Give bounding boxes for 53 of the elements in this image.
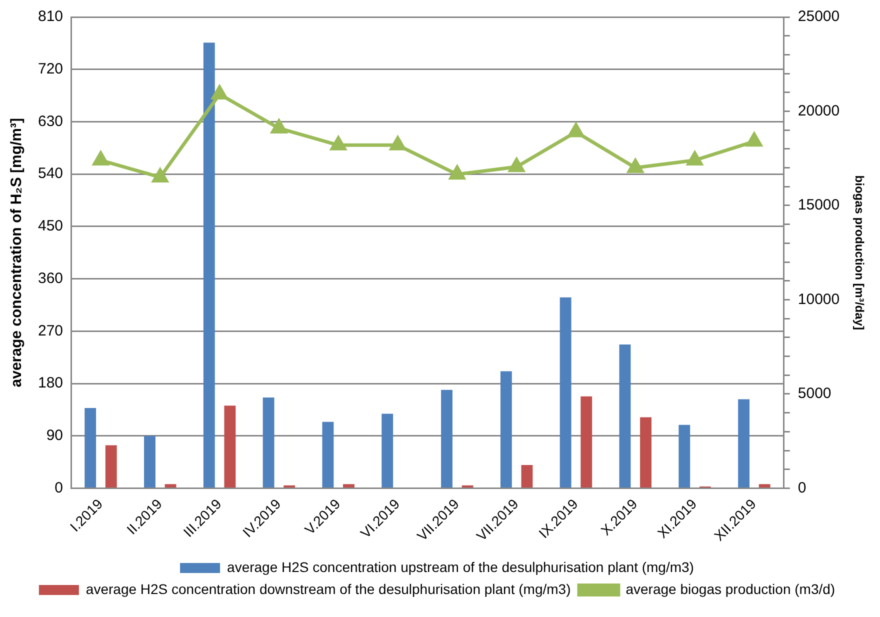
- y-tick-label: 0: [54, 479, 64, 496]
- point: [92, 152, 109, 166]
- y2-tick-label: 25000: [798, 8, 840, 26]
- y2-tick-label: 15000: [798, 196, 840, 214]
- legend-label: average biogas production (m3/d): [626, 580, 836, 597]
- bar: [382, 414, 394, 488]
- point: [212, 86, 228, 100]
- bar: [500, 371, 512, 488]
- point: [152, 168, 168, 182]
- point: [330, 136, 346, 150]
- y-tick-label: 180: [38, 374, 64, 392]
- y-tick-label: 270: [38, 322, 64, 340]
- bar: [105, 445, 117, 488]
- point: [746, 132, 762, 147]
- bar: [678, 424, 690, 488]
- point: [449, 166, 465, 180]
- y-tick-label: 720: [38, 60, 64, 78]
- legend-label: average H2S concentration downstream of the desulphurisation plant (mg/m3): [86, 580, 571, 597]
- y-tick-label: 540: [38, 165, 64, 182]
- y2-tick-label: 0: [798, 479, 806, 496]
- y2-tick-label: 20000: [798, 102, 840, 120]
- bar: [164, 484, 176, 488]
- bar: [262, 397, 274, 488]
- y-tick-label: 360: [38, 270, 64, 287]
- point: [628, 159, 644, 174]
- y-tick-label: 630: [38, 112, 64, 130]
- bar: [640, 417, 652, 488]
- bar: [521, 464, 533, 488]
- point: [686, 152, 703, 166]
- bar: [144, 436, 156, 488]
- bar: [738, 399, 750, 488]
- point: [508, 158, 524, 172]
- bar: [203, 42, 215, 488]
- bar: [580, 396, 592, 488]
- point: [271, 119, 287, 134]
- y2-tick-label: 10000: [798, 290, 840, 308]
- y2-tick-label: 5000: [798, 385, 832, 402]
- bar: [758, 484, 770, 488]
- y-tick-label: 90: [46, 427, 64, 444]
- legend-label: average H2S concentration upstream of the desulphurisation plant (mg/m3): [227, 558, 694, 575]
- bar: [84, 408, 96, 488]
- point: [568, 123, 584, 138]
- bar: [343, 484, 354, 488]
- y2-axis-title: biogas production [m³/day]: [852, 175, 866, 330]
- y-tick-label: 810: [38, 8, 64, 26]
- y-axis-title: average concentration of H₂S [mg/m³]: [8, 118, 26, 388]
- bar: [224, 406, 236, 488]
- point: [390, 136, 406, 150]
- bar: [322, 422, 334, 488]
- y-tick-label: 450: [38, 218, 64, 235]
- bar: [441, 390, 452, 488]
- bar: [560, 297, 572, 488]
- bar: [619, 344, 631, 488]
